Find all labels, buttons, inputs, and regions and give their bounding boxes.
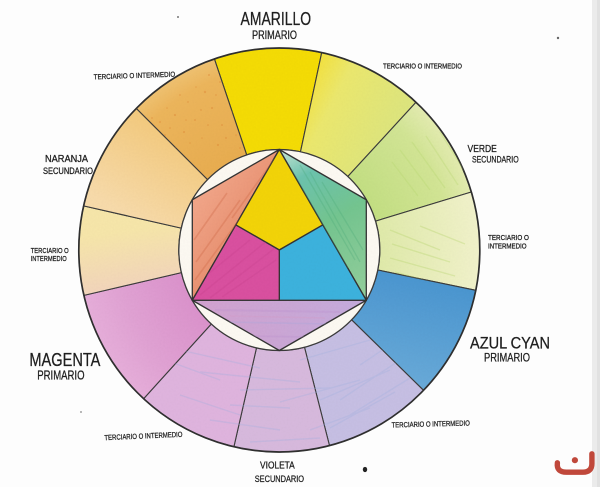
svg-text:SECUNDARIO: SECUNDARIO — [43, 166, 93, 176]
svg-text:VIOLETA: VIOLETA — [260, 461, 295, 472]
svg-text:NARANJA: NARANJA — [45, 154, 88, 165]
svg-text:SECUNDARIO: SECUNDARIO — [472, 154, 519, 164]
svg-text:TERCIARIO O: TERCIARIO O — [488, 233, 529, 242]
svg-text:TERCIARIO O: TERCIARIO O — [31, 246, 69, 255]
svg-text:PRIMARIO: PRIMARIO — [252, 28, 297, 42]
svg-text:INTERMEDIO: INTERMEDIO — [488, 241, 527, 250]
svg-text:MAGENTA: MAGENTA — [29, 350, 100, 370]
svg-text:SECUNDARIO: SECUNDARIO — [255, 473, 304, 484]
svg-text:TERCIARIO O INTERMEDIO: TERCIARIO O INTERMEDIO — [94, 70, 176, 82]
svg-text:VERDE: VERDE — [468, 144, 497, 155]
svg-text:PRIMARIO: PRIMARIO — [484, 350, 530, 364]
svg-text:PRIMARIO: PRIMARIO — [37, 368, 84, 382]
svg-text:AZUL CYAN: AZUL CYAN — [470, 334, 550, 353]
svg-text:INTERMEDIO: INTERMEDIO — [31, 254, 67, 263]
svg-text:TERCIARIO O INTERMEDIO: TERCIARIO O INTERMEDIO — [391, 418, 470, 429]
svg-text:TERCIARIO O INTERMEDIO: TERCIARIO O INTERMEDIO — [383, 62, 462, 71]
svg-text:TERCIARIO O INTERMEDIO: TERCIARIO O INTERMEDIO — [104, 430, 183, 442]
svg-text:AMARILLO: AMARILLO — [241, 8, 312, 29]
